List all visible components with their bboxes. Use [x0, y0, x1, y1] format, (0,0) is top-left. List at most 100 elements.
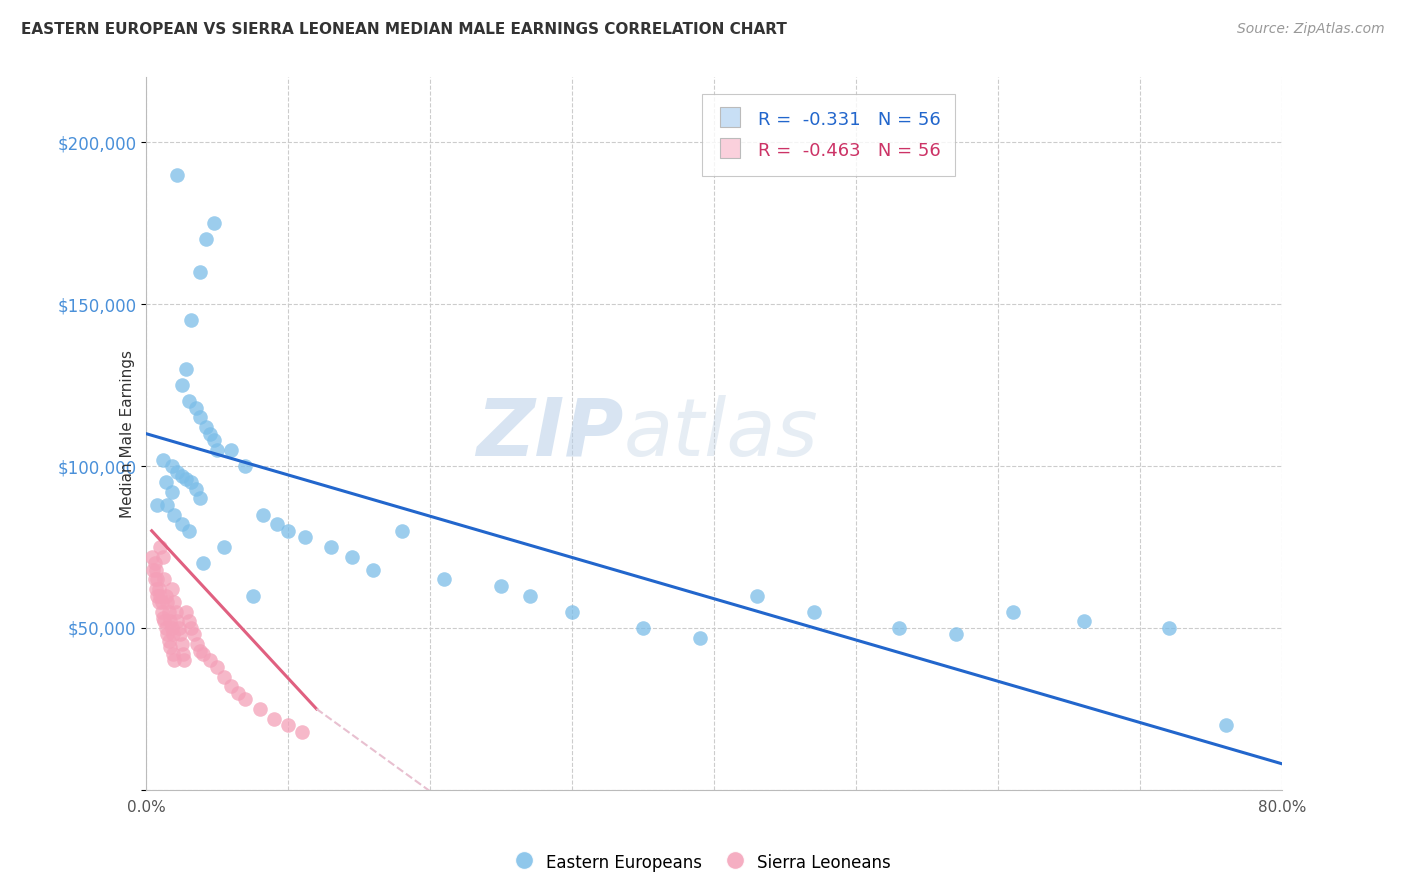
Point	[174, 605, 197, 619]
Point	[167, 621, 190, 635]
Point	[205, 442, 228, 457]
Point	[142, 563, 165, 577]
Point	[188, 265, 211, 279]
Legend: R =  -0.331   N = 56, R =  -0.463   N = 56: R = -0.331 N = 56, R = -0.463 N = 56	[702, 94, 955, 176]
Point	[319, 540, 342, 554]
Point	[146, 589, 169, 603]
Point	[145, 563, 167, 577]
Point	[291, 724, 314, 739]
Point	[1215, 718, 1237, 732]
Point	[162, 647, 184, 661]
Point	[160, 582, 183, 596]
Point	[489, 579, 512, 593]
Point	[249, 702, 271, 716]
Point	[1157, 621, 1180, 635]
Point	[363, 563, 385, 577]
Point	[173, 653, 195, 667]
Point	[146, 573, 169, 587]
Point	[177, 615, 200, 629]
Point	[235, 692, 257, 706]
Point	[155, 589, 177, 603]
Point	[160, 621, 183, 635]
Point	[149, 540, 172, 554]
Point	[1001, 605, 1024, 619]
Point	[157, 633, 180, 648]
Point	[519, 589, 541, 603]
Point	[157, 605, 180, 619]
Point	[156, 595, 179, 609]
Point	[263, 712, 285, 726]
Point	[146, 498, 169, 512]
Point	[212, 540, 235, 554]
Point	[160, 458, 183, 473]
Point	[219, 442, 242, 457]
Point	[170, 468, 193, 483]
Point	[156, 627, 179, 641]
Point	[156, 498, 179, 512]
Point	[433, 573, 456, 587]
Point	[945, 627, 967, 641]
Point	[184, 401, 207, 415]
Point	[170, 378, 193, 392]
Point	[277, 524, 299, 538]
Point	[180, 475, 202, 490]
Point	[198, 653, 221, 667]
Point	[166, 466, 188, 480]
Point	[184, 482, 207, 496]
Point	[165, 605, 187, 619]
Point	[194, 232, 217, 246]
Point	[169, 627, 191, 641]
Point	[148, 595, 170, 609]
Point	[152, 452, 174, 467]
Point	[205, 660, 228, 674]
Point	[150, 595, 173, 609]
Point	[162, 627, 184, 641]
Legend: Eastern Europeans, Sierra Leoneans: Eastern Europeans, Sierra Leoneans	[509, 846, 897, 880]
Point	[149, 589, 172, 603]
Point	[180, 313, 202, 327]
Point	[391, 524, 413, 538]
Point	[145, 582, 167, 596]
Point	[277, 718, 299, 732]
Point	[143, 573, 166, 587]
Point	[163, 595, 186, 609]
Point	[166, 615, 188, 629]
Point	[689, 631, 711, 645]
Point	[561, 605, 583, 619]
Point	[172, 647, 194, 661]
Point	[150, 605, 173, 619]
Point	[228, 686, 250, 700]
Text: ZIP: ZIP	[477, 394, 623, 473]
Point	[143, 556, 166, 570]
Point	[160, 484, 183, 499]
Point	[159, 615, 181, 629]
Point	[166, 168, 188, 182]
Point	[159, 640, 181, 655]
Point	[194, 420, 217, 434]
Point	[191, 647, 214, 661]
Point	[198, 426, 221, 441]
Point	[266, 517, 288, 532]
Point	[174, 362, 197, 376]
Text: EASTERN EUROPEAN VS SIERRA LEONEAN MEDIAN MALE EARNINGS CORRELATION CHART: EASTERN EUROPEAN VS SIERRA LEONEAN MEDIA…	[21, 22, 787, 37]
Point	[180, 621, 202, 635]
Point	[242, 589, 264, 603]
Point	[170, 637, 193, 651]
Point	[191, 556, 214, 570]
Point	[745, 589, 768, 603]
Point	[153, 573, 176, 587]
Point	[155, 475, 177, 490]
Point	[887, 621, 910, 635]
Point	[803, 605, 825, 619]
Point	[163, 508, 186, 522]
Point	[186, 637, 208, 651]
Point	[631, 621, 654, 635]
Point	[177, 524, 200, 538]
Y-axis label: Median Male Earnings: Median Male Earnings	[120, 350, 135, 517]
Point	[183, 627, 205, 641]
Point	[294, 530, 316, 544]
Point	[155, 621, 177, 635]
Point	[188, 410, 211, 425]
Point	[141, 549, 163, 564]
Point	[219, 679, 242, 693]
